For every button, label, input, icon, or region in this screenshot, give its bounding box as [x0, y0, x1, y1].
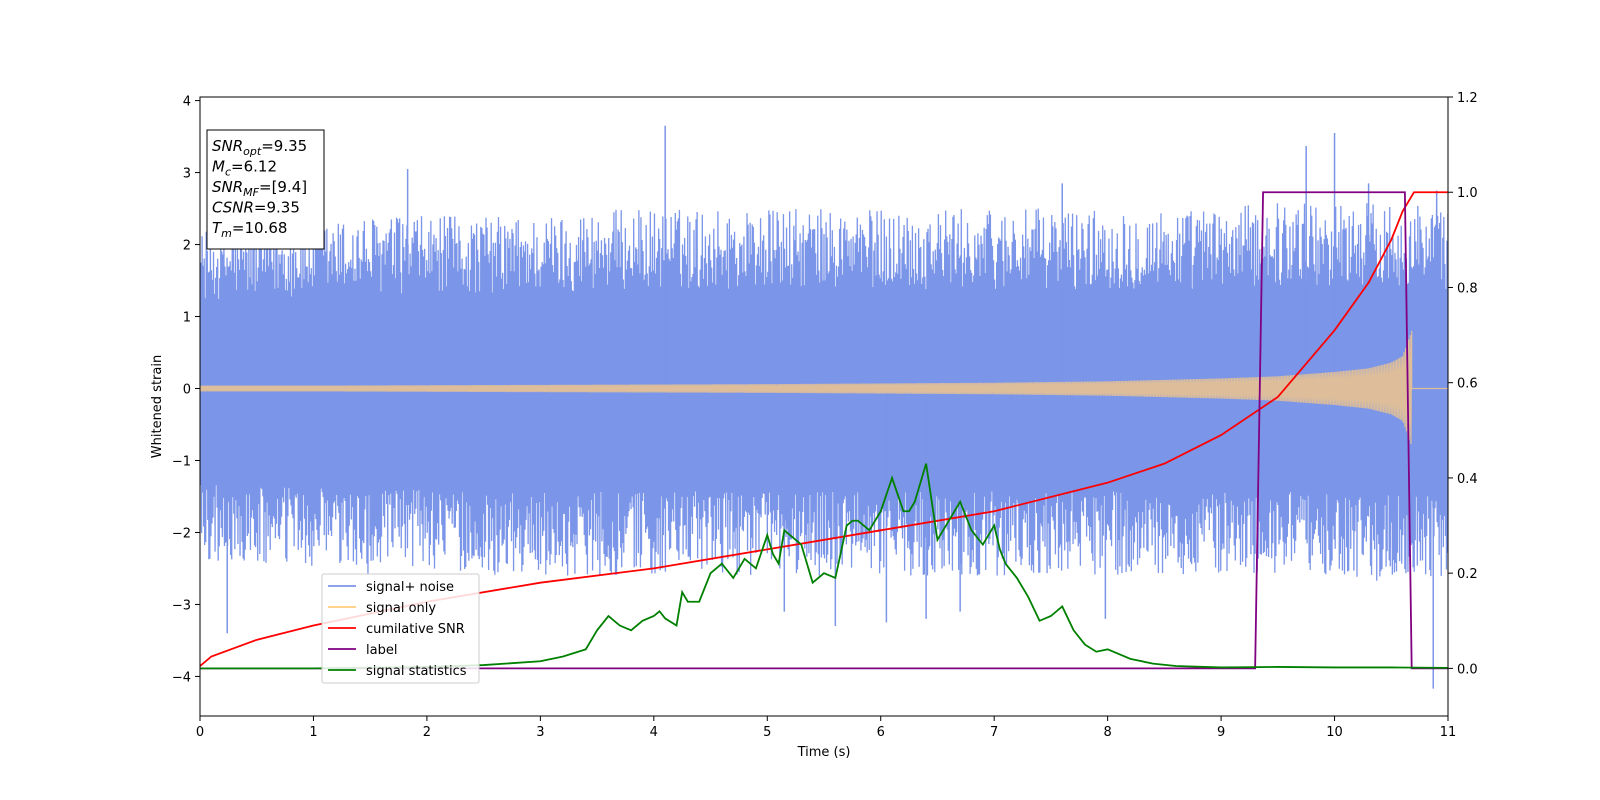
y-axis-ticks: 4 3 2 1 0 −1 −2 −3 −4 [172, 95, 200, 685]
y2-tick-label: 0.8 [1457, 281, 1478, 296]
x-tick: 6 [877, 716, 885, 740]
y-tick: −4 [172, 670, 200, 685]
series-signal-only-line [200, 330, 1448, 444]
y-tick-label: −1 [172, 454, 191, 469]
y-tick: −3 [172, 598, 200, 613]
y-tick: 2 [183, 239, 200, 254]
y-tick-label: −4 [172, 670, 191, 685]
x-tick: 8 [1103, 716, 1112, 740]
x-tick-label: 9 [1217, 725, 1225, 740]
legend: signal+ noise signal only cumilative SNR la… [321, 573, 480, 684]
legend-label-signal-statistics: signal statistics [366, 664, 467, 679]
annotation-base: SNR [212, 137, 243, 155]
annotation-sub: m [221, 227, 232, 240]
annotation-base: M [212, 158, 225, 176]
x-tick-label: 7 [990, 725, 998, 740]
y2-tick-label: 0.6 [1457, 377, 1478, 392]
annotation-value: =9.35 [261, 137, 307, 155]
y2-tick-label: 1.2 [1457, 91, 1478, 106]
y-tick-label: 1 [183, 311, 191, 326]
annotation-line: Tm=10.68 [212, 219, 287, 240]
legend-box [321, 573, 480, 684]
y2-tick: 0.0 [1448, 662, 1478, 677]
x-tick-label: 6 [877, 725, 885, 740]
y2-tick: 0.2 [1448, 567, 1478, 582]
y2-tick: 1.0 [1448, 186, 1478, 201]
annotation-line: CSNR=9.35 [212, 199, 300, 217]
x-tick-label: 4 [650, 725, 658, 740]
y2-tick: 0.4 [1448, 472, 1478, 487]
annotation-box [206, 129, 325, 250]
y2-tick: 1.2 [1448, 91, 1478, 106]
y-axis-label: Whitened strain [150, 355, 165, 458]
x-tick: 10 [1326, 716, 1343, 740]
x-tick: 5 [763, 716, 771, 740]
x-tick-label: 0 [196, 725, 204, 740]
y-tick: −1 [172, 454, 200, 469]
annotation-line: SNRopt=9.35 [212, 137, 307, 158]
y-tick: −2 [172, 526, 200, 541]
y2-tick-label: 0.2 [1457, 567, 1478, 582]
annotation-line: SNRMF=[9.4] [212, 178, 307, 199]
annotation-value: =9.35 [254, 199, 300, 217]
y-tick-label: −2 [172, 526, 191, 541]
y-tick: 4 [183, 95, 200, 110]
annotation-line: Mc=6.12 [212, 158, 277, 179]
x-axis-ticks: 0 1 2 3 4 5 6 7 8 9 10 11 [196, 716, 1456, 740]
legend-label-cumilative-snr: cumilative SNR [366, 622, 465, 637]
x-tick-label: 10 [1326, 725, 1343, 740]
x-tick-label: 3 [536, 725, 544, 740]
y2-tick-label: 0.0 [1457, 662, 1478, 677]
y2-tick-label: 1.0 [1457, 186, 1478, 201]
y2-tick: 0.6 [1448, 377, 1478, 392]
x-tick-label: 8 [1103, 725, 1111, 740]
y2-tick: 0.8 [1448, 281, 1478, 296]
y-tick: 1 [183, 311, 200, 326]
y-tick-label: 0 [183, 383, 191, 398]
x-tick: 3 [536, 716, 545, 740]
annotation-base: CSNR [212, 199, 254, 217]
annotation-base: SNR [212, 178, 243, 196]
annotation-sub: opt [243, 145, 262, 158]
y-tick: 0 [183, 383, 200, 398]
x-tick-label: 2 [423, 725, 431, 740]
x-axis-label: Time (s) [797, 745, 851, 760]
annotation-sub: MF [243, 186, 259, 199]
annotation-sub: c [225, 166, 231, 179]
x-tick-label: 11 [1440, 725, 1457, 740]
plot-area [200, 125, 1448, 689]
x-tick: 2 [423, 716, 431, 740]
x-tick: 7 [990, 716, 998, 740]
legend-label-signal-only: signal only [366, 601, 436, 616]
legend-label-label: label [366, 643, 397, 658]
x-tick-label: 5 [763, 725, 771, 740]
y-tick-label: 4 [183, 95, 191, 110]
annotation-value: =10.68 [232, 219, 288, 237]
annotation-base: T [212, 219, 223, 237]
x-tick: 9 [1217, 716, 1225, 740]
y-tick-label: −3 [172, 598, 191, 613]
x-tick: 4 [650, 716, 658, 740]
y2-axis-ticks: 1.2 1.0 0.8 0.6 0.4 0.2 0.0 [1448, 91, 1478, 677]
plot-frame [199, 96, 1449, 717]
x-tick: 0 [196, 716, 204, 740]
y-tick-label: 2 [183, 239, 191, 254]
annotation-value: =6.12 [231, 158, 277, 176]
x-tick-label: 1 [309, 725, 317, 740]
y-tick-label: 3 [183, 167, 191, 182]
annotation-value: =[9.4] [259, 178, 307, 196]
x-tick: 11 [1440, 716, 1457, 740]
legend-label-signal-noise: signal+ noise [366, 580, 454, 595]
y-tick: 3 [183, 167, 200, 182]
series-signal-statistics-line [200, 463, 1448, 670]
y2-tick-label: 0.4 [1457, 472, 1478, 487]
stats-annotation: SNRopt=9.35Mc=6.12SNRMF=[9.4]CSNR=9.35Tm… [206, 129, 325, 250]
x-tick: 1 [309, 716, 318, 740]
